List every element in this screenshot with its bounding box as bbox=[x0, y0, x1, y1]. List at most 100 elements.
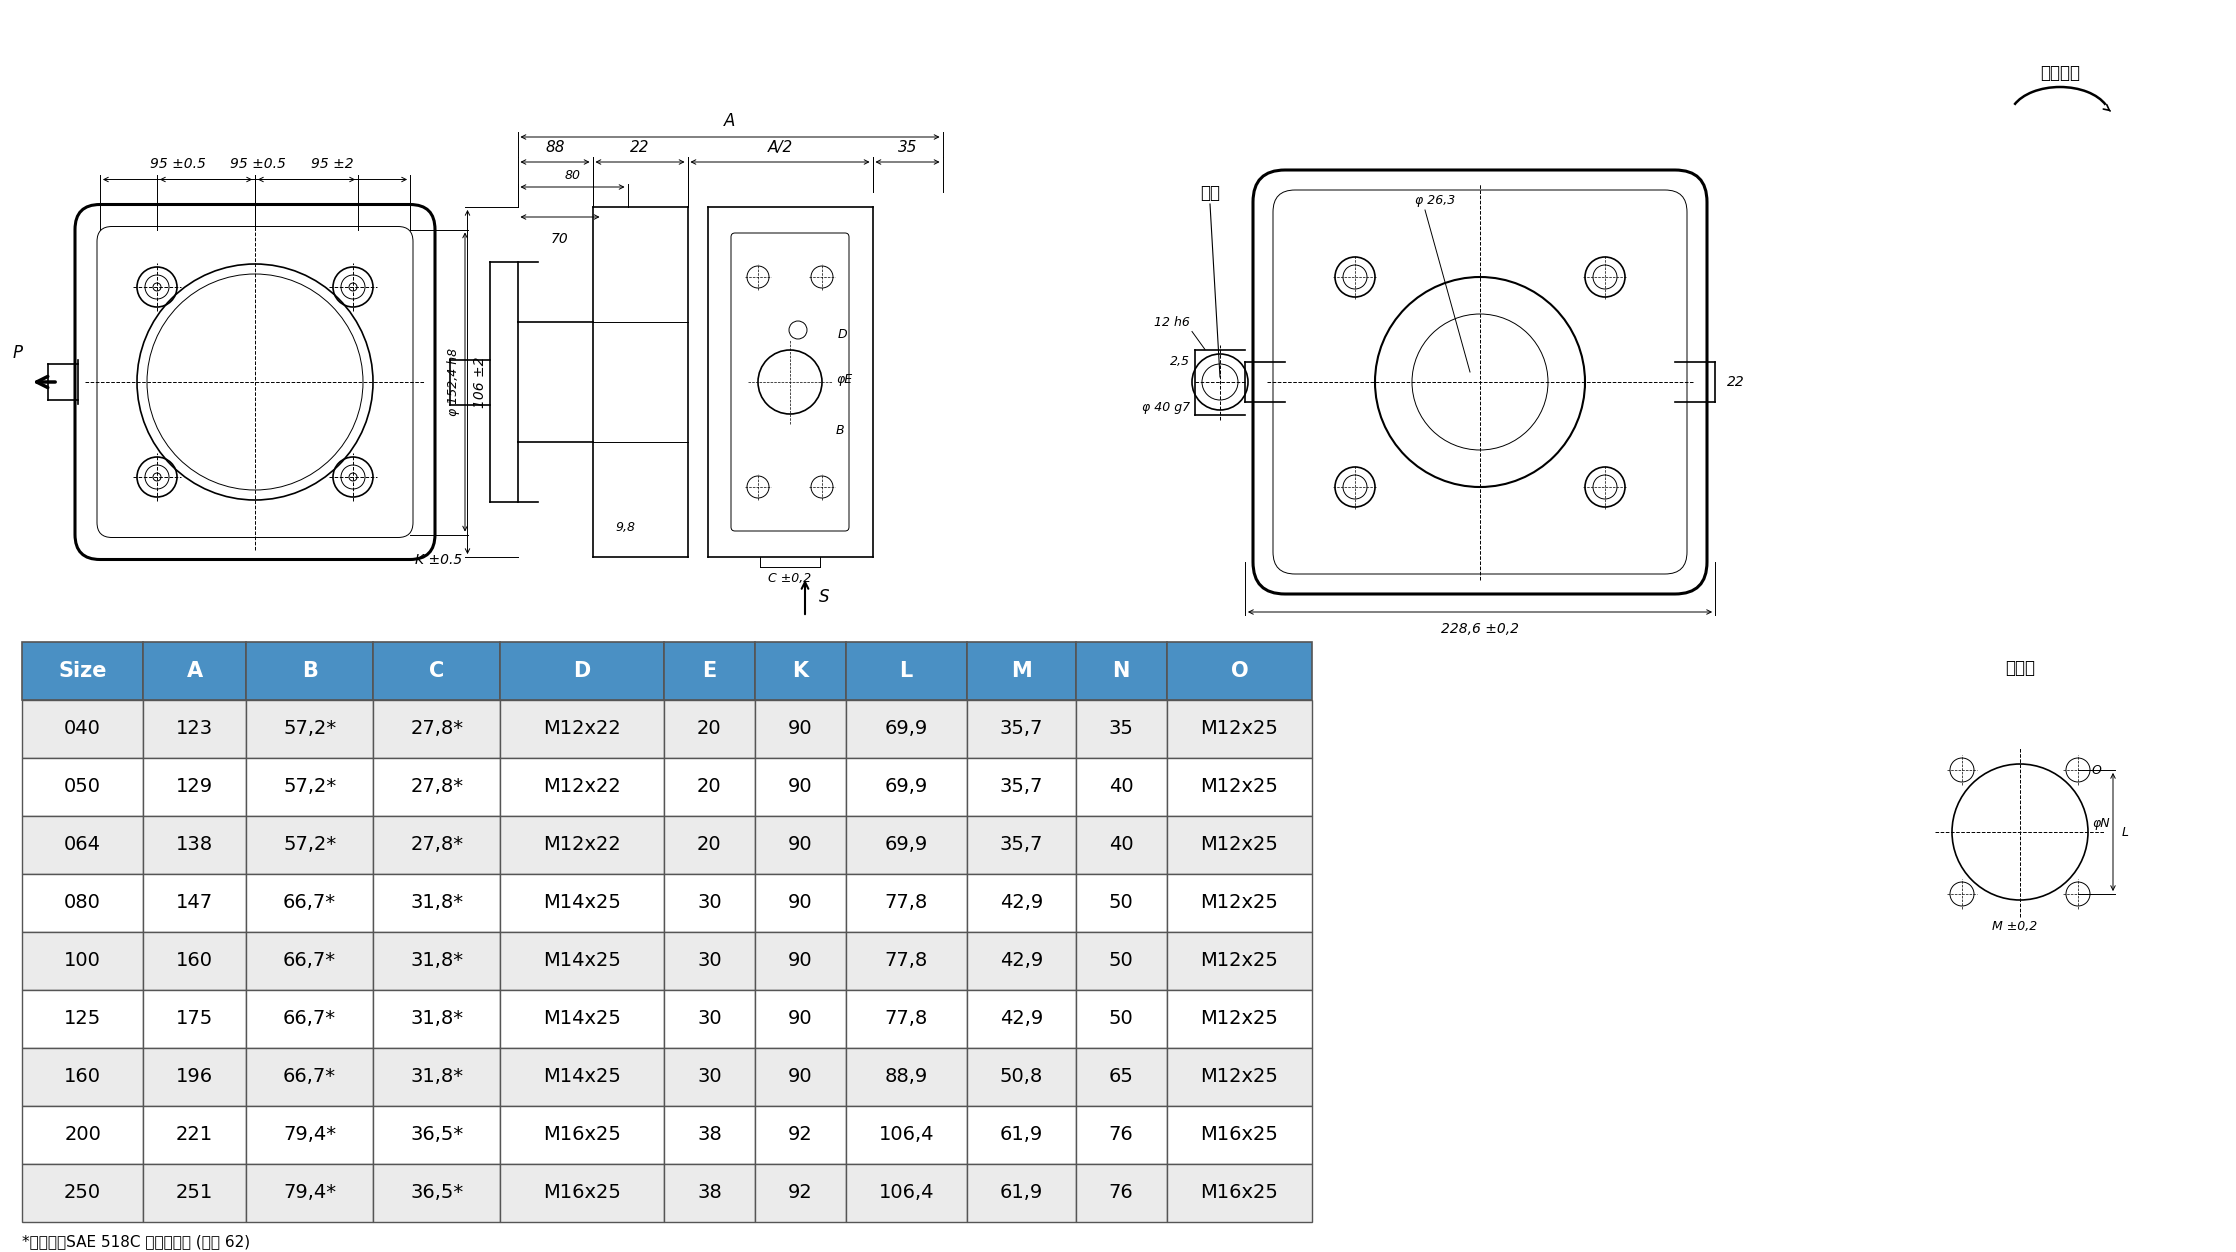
Bar bbox=[845, 1106, 966, 1164]
Bar bbox=[246, 1106, 373, 1164]
Bar bbox=[22, 757, 143, 816]
Bar bbox=[501, 642, 664, 700]
Bar bbox=[1076, 757, 1167, 816]
Bar bbox=[845, 816, 966, 874]
Text: 90: 90 bbox=[787, 952, 812, 970]
Bar bbox=[664, 757, 756, 816]
Bar bbox=[501, 931, 664, 990]
Text: 27,8*: 27,8* bbox=[409, 777, 463, 796]
Text: B: B bbox=[302, 661, 318, 681]
Bar bbox=[22, 1106, 143, 1164]
Bar bbox=[373, 931, 501, 990]
Text: L: L bbox=[2122, 825, 2129, 839]
Bar bbox=[664, 642, 756, 700]
Text: M14x25: M14x25 bbox=[543, 1068, 622, 1087]
Bar bbox=[966, 990, 1076, 1048]
Text: M16x25: M16x25 bbox=[543, 1183, 622, 1202]
Text: 40: 40 bbox=[1109, 835, 1134, 855]
Text: 2,5: 2,5 bbox=[1169, 356, 1190, 368]
Text: 12 h6: 12 h6 bbox=[1154, 317, 1190, 329]
Text: 40: 40 bbox=[1109, 777, 1134, 796]
Text: A: A bbox=[724, 111, 736, 130]
Bar bbox=[501, 816, 664, 874]
Text: 040: 040 bbox=[65, 720, 101, 739]
Text: A: A bbox=[186, 661, 203, 681]
Text: Size: Size bbox=[58, 661, 107, 681]
Text: 38: 38 bbox=[698, 1126, 722, 1144]
Text: 90: 90 bbox=[787, 835, 812, 855]
Text: 69,9: 69,9 bbox=[885, 777, 928, 796]
Bar bbox=[756, 874, 845, 931]
Text: 228,6 ±0,2: 228,6 ±0,2 bbox=[1440, 622, 1518, 636]
Bar bbox=[143, 931, 246, 990]
Bar bbox=[664, 1048, 756, 1106]
Bar bbox=[845, 642, 966, 700]
Text: 66,7*: 66,7* bbox=[284, 894, 335, 913]
Text: φ 26,3: φ 26,3 bbox=[1415, 194, 1456, 207]
Text: M12x22: M12x22 bbox=[543, 835, 622, 855]
Bar bbox=[966, 700, 1076, 757]
Text: O: O bbox=[2093, 764, 2102, 776]
Text: M14x25: M14x25 bbox=[543, 952, 622, 970]
Text: B: B bbox=[836, 423, 845, 437]
Text: M12x25: M12x25 bbox=[1201, 835, 1279, 855]
Bar bbox=[1076, 990, 1167, 1048]
Bar bbox=[1076, 1106, 1167, 1164]
Text: 138: 138 bbox=[177, 835, 212, 855]
Bar bbox=[966, 874, 1076, 931]
Bar bbox=[373, 1106, 501, 1164]
Text: 250: 250 bbox=[65, 1183, 101, 1202]
Bar bbox=[246, 642, 373, 700]
Text: 57,2*: 57,2* bbox=[284, 777, 335, 796]
Text: φ 40 g7: φ 40 g7 bbox=[1143, 401, 1190, 413]
Text: M12x25: M12x25 bbox=[1201, 777, 1279, 796]
Bar bbox=[1167, 1164, 1313, 1222]
Text: M12x25: M12x25 bbox=[1201, 894, 1279, 913]
Bar bbox=[966, 1106, 1076, 1164]
Bar bbox=[845, 1164, 966, 1222]
Bar bbox=[756, 1164, 845, 1222]
Bar bbox=[22, 1048, 143, 1106]
Bar bbox=[22, 1164, 143, 1222]
Bar bbox=[845, 700, 966, 757]
Text: 77,8: 77,8 bbox=[885, 1009, 928, 1028]
Text: 入油口: 入油口 bbox=[2006, 659, 2035, 677]
Bar bbox=[22, 990, 143, 1048]
Text: 90: 90 bbox=[787, 894, 812, 913]
Text: 22: 22 bbox=[631, 140, 651, 155]
Bar bbox=[501, 874, 664, 931]
Text: M12x25: M12x25 bbox=[1201, 952, 1279, 970]
Text: M14x25: M14x25 bbox=[543, 894, 622, 913]
Bar bbox=[756, 642, 845, 700]
Text: 20: 20 bbox=[698, 777, 722, 796]
Bar bbox=[143, 816, 246, 874]
Text: φE: φE bbox=[836, 373, 852, 387]
Text: 160: 160 bbox=[177, 952, 212, 970]
Text: 80: 80 bbox=[563, 169, 581, 182]
Text: 36,5*: 36,5* bbox=[409, 1183, 463, 1202]
Bar bbox=[664, 1164, 756, 1222]
Bar bbox=[966, 816, 1076, 874]
Text: 30: 30 bbox=[698, 894, 722, 913]
Text: 69,9: 69,9 bbox=[885, 720, 928, 739]
Text: 50: 50 bbox=[1109, 952, 1134, 970]
Text: 20: 20 bbox=[698, 835, 722, 855]
Bar bbox=[22, 642, 143, 700]
Text: A/2: A/2 bbox=[767, 140, 792, 155]
Text: 123: 123 bbox=[177, 720, 212, 739]
Bar bbox=[143, 1106, 246, 1164]
Bar bbox=[246, 700, 373, 757]
Text: 125: 125 bbox=[65, 1009, 101, 1028]
Text: 57,2*: 57,2* bbox=[284, 835, 335, 855]
Text: M12x25: M12x25 bbox=[1201, 720, 1279, 739]
Text: 90: 90 bbox=[787, 1009, 812, 1028]
Bar bbox=[966, 1164, 1076, 1222]
Text: 50: 50 bbox=[1109, 894, 1134, 913]
Text: 175: 175 bbox=[177, 1009, 212, 1028]
Bar bbox=[1076, 642, 1167, 700]
Text: S: S bbox=[818, 588, 830, 606]
Text: M12x25: M12x25 bbox=[1201, 1009, 1279, 1028]
Bar bbox=[246, 1048, 373, 1106]
Bar bbox=[22, 874, 143, 931]
Text: K ±0.5: K ±0.5 bbox=[416, 552, 463, 566]
